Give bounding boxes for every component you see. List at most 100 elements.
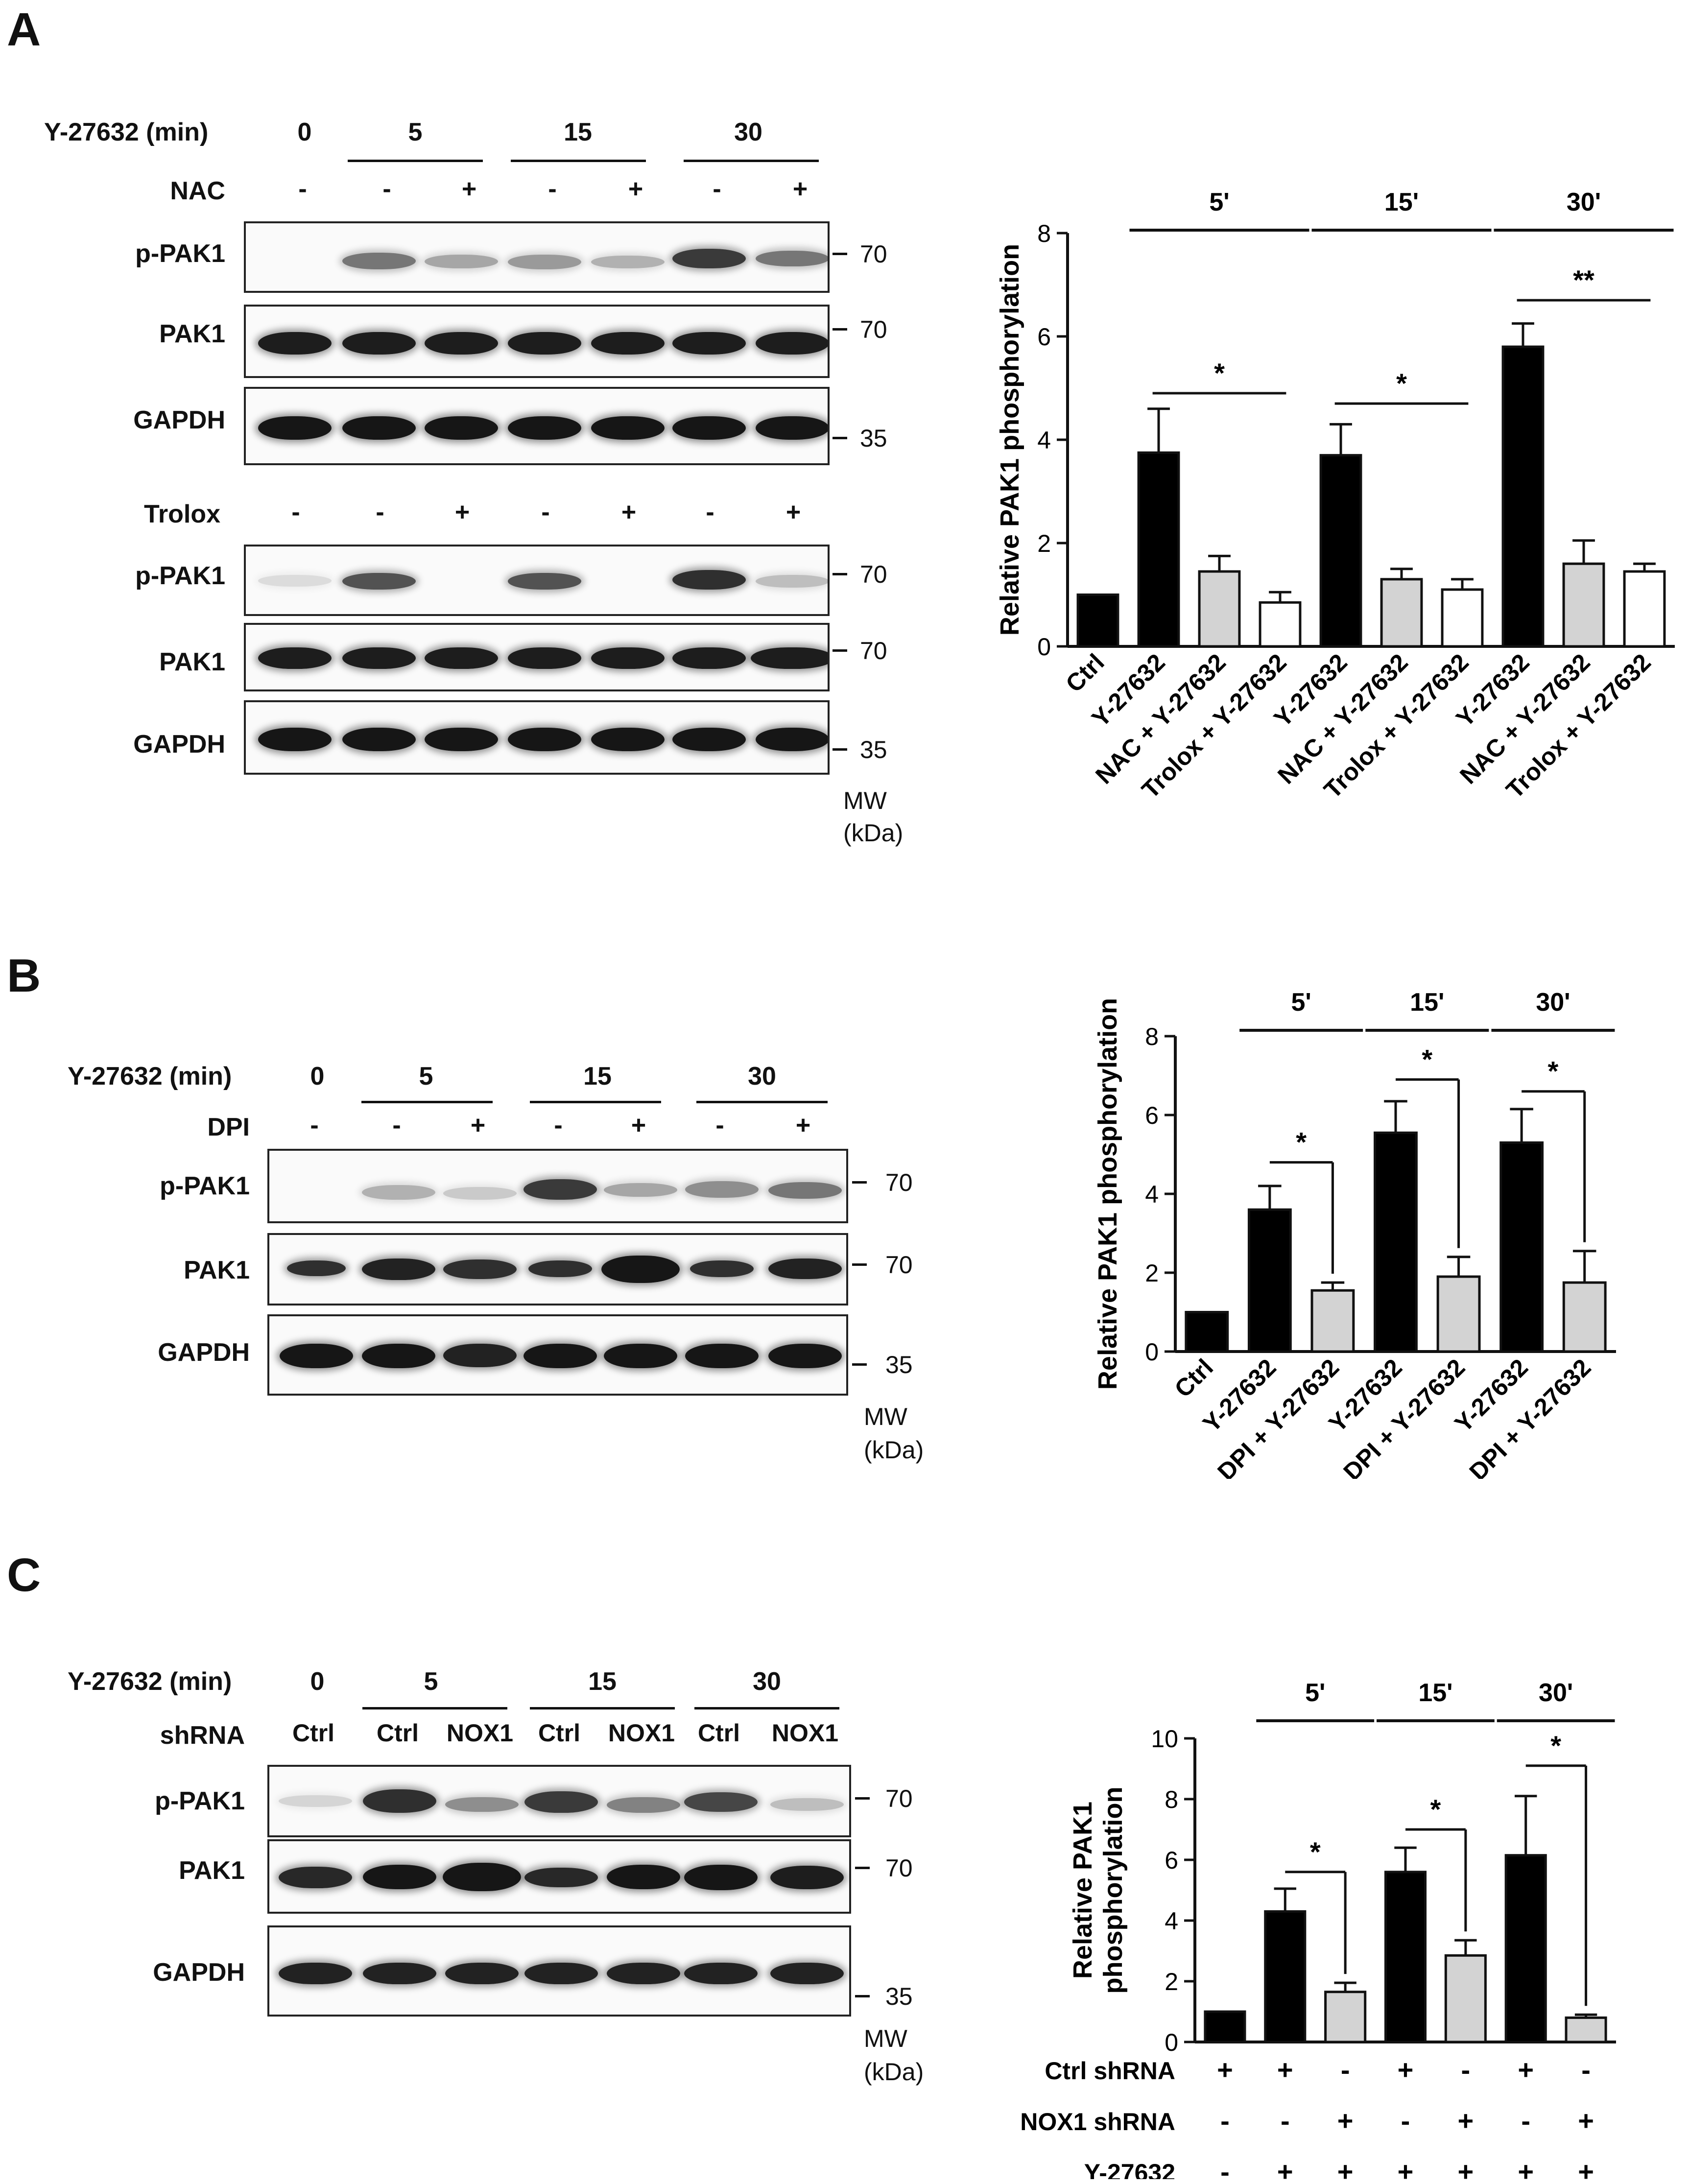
treatment-sign: Ctrl [376, 1719, 419, 1747]
mw-axis-label: MW [843, 787, 887, 814]
blot-band [342, 416, 416, 440]
blot-band [443, 1187, 517, 1200]
blot-band [684, 1963, 758, 1984]
time-group-line [530, 1101, 661, 1103]
significance-marker: * [1550, 1730, 1561, 1761]
bar [1374, 1131, 1418, 1353]
blot-row-label: GAPDH [153, 1958, 245, 1987]
blot-band [363, 1963, 436, 1984]
blot-row-label: GAPDH [158, 1338, 250, 1367]
treatment-sign: + [470, 1111, 486, 1139]
bar [1499, 1141, 1544, 1353]
blot-band [362, 1344, 435, 1368]
mw-marker: 70 [860, 637, 887, 665]
mw-marker: 70 [885, 1251, 913, 1279]
blot-strip [267, 1233, 848, 1306]
blot-band [443, 1259, 517, 1279]
condition-mark: - [1220, 2105, 1230, 2136]
y-tick-label: 2 [1037, 530, 1051, 557]
time-label: 30 [734, 118, 762, 146]
group-label: 30' [1539, 1679, 1573, 1707]
condition-mark: - [1581, 2054, 1591, 2085]
blot-band [523, 1344, 597, 1368]
time-label: 0 [310, 1062, 325, 1091]
bar [1264, 1910, 1307, 2043]
significance-marker: ** [1573, 264, 1594, 295]
mw-tick [833, 328, 847, 331]
y-axis-label: phosphorylation [1098, 1787, 1128, 1994]
blot-band [342, 253, 416, 269]
mw-tick [833, 253, 847, 255]
blot-band [280, 1344, 353, 1368]
group-label: 5' [1291, 988, 1311, 1017]
condition-mark: + [1458, 2105, 1474, 2136]
blot-band [684, 1792, 758, 1812]
blot-band [524, 1868, 598, 1887]
blot-row-label: PAK1 [159, 648, 225, 676]
mw-marker: 35 [885, 1351, 913, 1378]
blot-band [672, 570, 746, 590]
blot-band [591, 416, 665, 440]
blot-row-label: p-PAK1 [135, 562, 225, 590]
blot-row-label: PAK1 [179, 1856, 245, 1885]
group-label: 15' [1418, 1679, 1452, 1707]
time-label: 5 [419, 1062, 433, 1091]
y-tick-label: 8 [1165, 1786, 1178, 1813]
condition-mark: + [1518, 2054, 1534, 2085]
mw-tick [833, 748, 847, 751]
blot-band [685, 1344, 759, 1368]
blot-band [508, 573, 581, 590]
mw-axis-label: MW [864, 1403, 907, 1430]
y-tick-label: 4 [1037, 427, 1051, 454]
blot-band [768, 1258, 842, 1279]
time-group-line [530, 1707, 675, 1709]
time-label: 5 [408, 118, 423, 146]
treatment-sign: Ctrl [292, 1719, 335, 1747]
condition-mark: + [1277, 2054, 1293, 2085]
bar [1384, 1871, 1427, 2043]
treatment-sign: + [454, 498, 470, 526]
mw-tick [855, 1797, 870, 1800]
nac-label: NAC [170, 177, 225, 205]
condition-mark: + [1518, 2156, 1534, 2179]
blot-band [258, 575, 332, 587]
mw-marker: 35 [885, 1983, 913, 2010]
blot-band [528, 1260, 592, 1277]
bar-chart-panel-a: 0 2 4 6 8 Relative PAK1 phosphorylation 5' 15' 3… [995, 188, 1675, 804]
y-tick-label: 6 [1165, 1847, 1178, 1874]
time-group-line [362, 1707, 507, 1709]
blot-band [607, 1865, 680, 1889]
blot-band [445, 1963, 519, 1984]
group-label: 5' [1209, 188, 1229, 216]
treatment-sign: + [621, 498, 637, 526]
treatment-sign: + [785, 498, 801, 526]
blot-row-label: PAK1 [184, 1256, 250, 1284]
blot-strip [244, 623, 830, 691]
mw-unit-label: (kDa) [864, 2058, 924, 2086]
blot-band [342, 332, 416, 355]
time-label: 15 [564, 118, 592, 146]
condition-mark: + [1398, 2156, 1414, 2179]
treatment-label: Y-27632 (min) [68, 1667, 232, 1696]
blot-band [756, 416, 828, 440]
panel-label-c: C [7, 1549, 41, 1601]
blot-band [690, 1260, 754, 1277]
category-label: Ctrl [1169, 1353, 1218, 1402]
treatment-sign: + [795, 1111, 811, 1139]
mw-marker: 70 [860, 240, 887, 268]
bar [1380, 578, 1423, 648]
treatment-sign: - [376, 498, 384, 526]
mw-marker: 70 [860, 316, 887, 343]
y-tick-label: 8 [1145, 1023, 1159, 1050]
blot-band [363, 1789, 436, 1813]
mw-marker: 35 [860, 736, 887, 763]
condition-mark: - [1401, 2105, 1410, 2136]
time-label: 15 [588, 1667, 617, 1696]
condition-mark: - [1341, 2054, 1350, 2085]
bar [1319, 454, 1362, 648]
time-label: 15 [583, 1062, 612, 1091]
mw-tick [852, 1181, 867, 1184]
y-axis-label: Relative PAK1 phosphorylation [1093, 998, 1122, 1390]
bar [1562, 1281, 1607, 1353]
blot-band [443, 1344, 517, 1367]
